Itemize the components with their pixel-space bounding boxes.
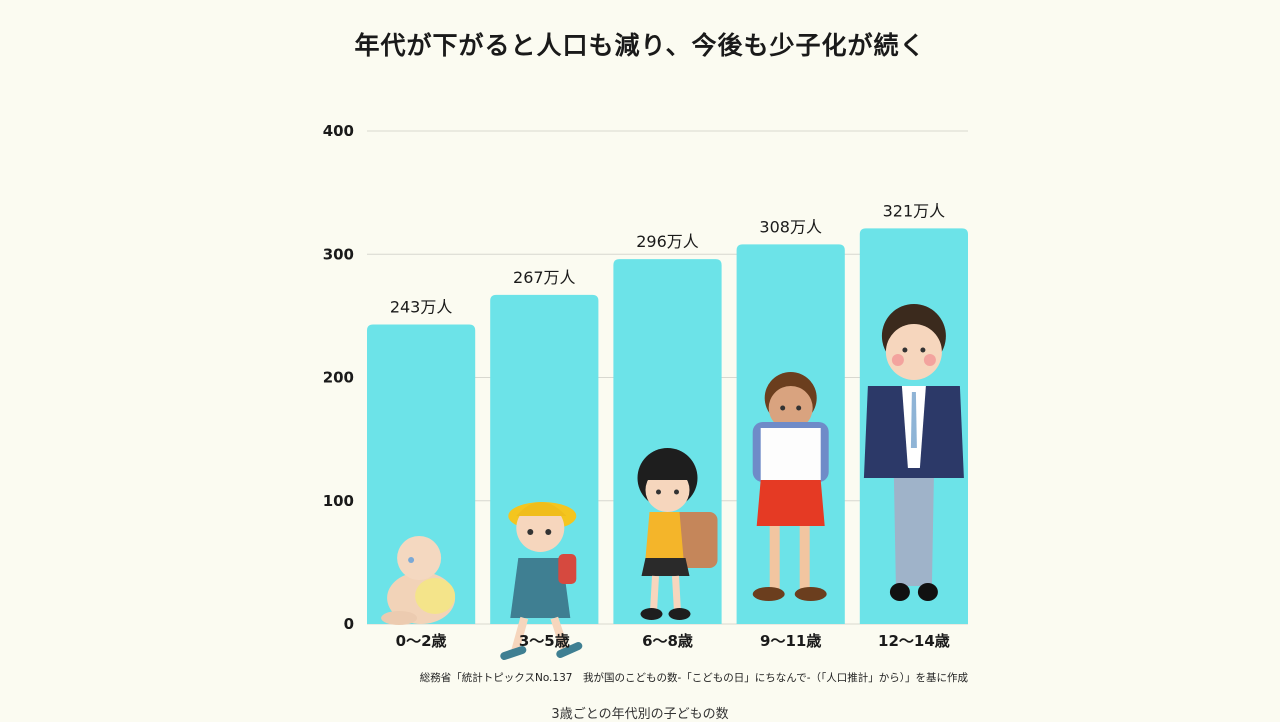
y-tick-label: 200 bbox=[323, 369, 354, 387]
kindergartner-icon bbox=[500, 502, 583, 660]
chart-title: 年代が下がると人口も減り、今後も少子化が続く bbox=[354, 31, 926, 60]
y-tick-label: 400 bbox=[323, 122, 354, 140]
category-labels: 0〜2歳 3〜5歳 6〜8歳 9〜11歳 12〜14歳 bbox=[396, 632, 950, 650]
schoolboy-icon bbox=[752, 372, 829, 601]
category-label: 0〜2歳 bbox=[396, 632, 447, 650]
data-label: 296万人 bbox=[636, 232, 699, 251]
data-labels: 243万人 267万人 296万人 308万人 321万人 bbox=[390, 201, 945, 316]
y-tick-label: 0 bbox=[344, 615, 354, 633]
y-tick-label: 100 bbox=[323, 492, 354, 510]
middle-schooler-icon bbox=[863, 304, 964, 601]
data-label: 308万人 bbox=[759, 217, 822, 236]
source-note: 総務省「統計トピックスNo.137 我が国のこどもの数-「こどもの日」にちなんで… bbox=[419, 672, 968, 684]
bar bbox=[367, 324, 476, 624]
elementary-girl-icon bbox=[637, 448, 718, 620]
category-label: 3〜5歳 bbox=[519, 632, 570, 650]
y-tick-label: 300 bbox=[323, 245, 354, 263]
category-label: 9〜11歳 bbox=[760, 632, 821, 650]
bar bbox=[490, 294, 599, 624]
caption: 3歳ごとの年代別の子どもの数 bbox=[551, 707, 729, 722]
data-label: 243万人 bbox=[390, 298, 453, 317]
category-label: 12〜14歳 bbox=[878, 632, 950, 650]
data-label: 321万人 bbox=[883, 201, 946, 220]
data-label: 267万人 bbox=[513, 268, 576, 287]
baby-icon bbox=[381, 536, 456, 625]
category-label: 6〜8歳 bbox=[642, 632, 693, 650]
y-axis-ticks: 0 100 200 300 400 bbox=[323, 122, 354, 633]
illustrations bbox=[381, 304, 964, 660]
